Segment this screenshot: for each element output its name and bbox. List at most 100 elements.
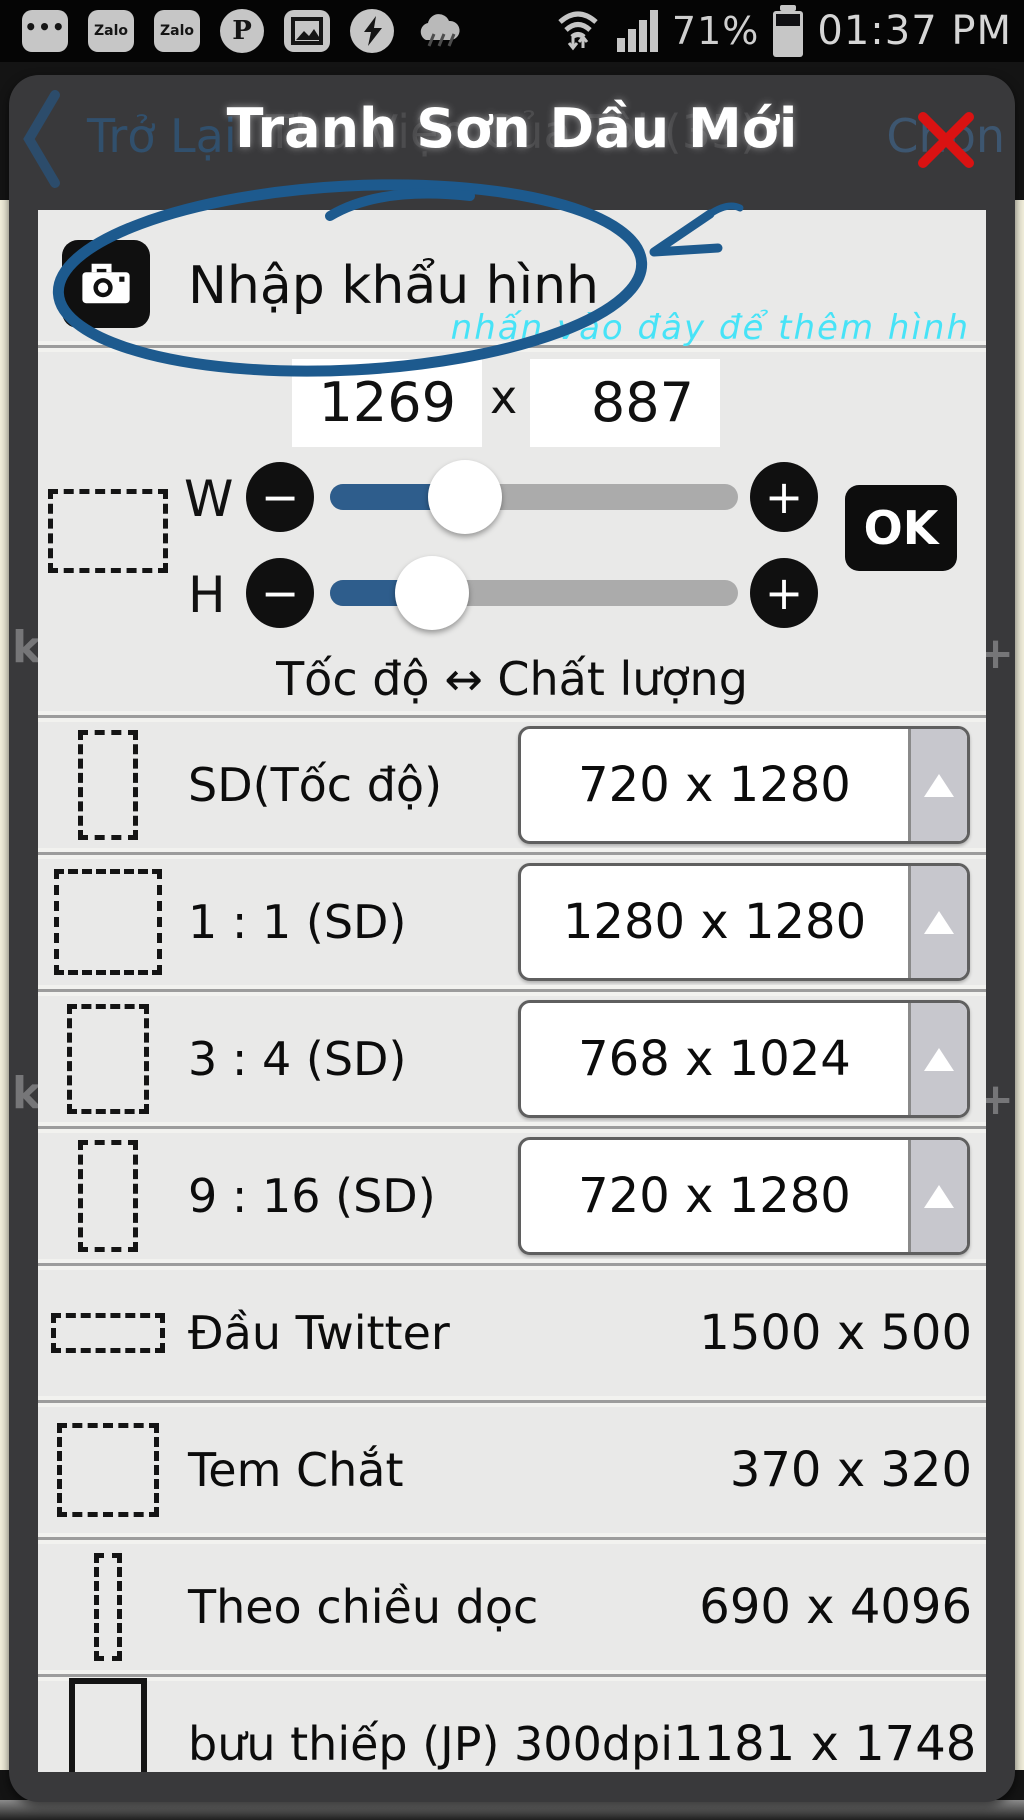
signal-bars-icon [616,10,658,52]
height-slider-label: H [188,566,226,624]
library-title: Thư Viện Của Tôi (35) [265,105,759,159]
preset-size-row[interactable]: Tem Chắt 370 x 320 [38,1407,986,1533]
width-input[interactable]: 1269 [292,359,482,447]
preset-label: Theo chiều dọc [188,1580,539,1634]
height-minus-button[interactable]: − [246,558,314,628]
preset-label: 1 : 1 (SD) [188,895,407,949]
aspect-ratio-icon [69,1678,147,1772]
aspect-ratio-icon [54,869,162,975]
camera-button[interactable] [62,240,150,328]
dialog-title: Tranh Sơn Dầu Mới [226,97,798,160]
aspect-ratio-icon [51,1313,165,1353]
aspect-ratio-icon [78,730,138,840]
back-chevron-icon[interactable] [17,87,65,191]
pinterest-icon: P [220,9,264,53]
preset-size-value: 1181 x 1748 [673,1716,977,1772]
import-image-label: Nhập khẩu hình [188,256,599,316]
preset-label: Tem Chắt [188,1443,404,1497]
preset-size-value: 690 x 4096 [699,1579,972,1635]
spinner-up-button[interactable] [908,1003,967,1115]
background-page-edge [1015,200,1024,1770]
preset-size-row[interactable]: bưu thiếp (JP) 300dpi 1181 x 1748 [38,1678,986,1772]
background-artifact: k [12,1068,42,1119]
height-plus-button[interactable]: + [750,558,818,628]
aspect-icon-slot [38,869,178,975]
custom-size-section: 1269 x 887 W − + H − + OK Tốc độ ↔ Chất … [38,352,986,711]
width-plus-button[interactable]: + [750,462,818,532]
clock: 01:37 PM [817,8,1012,54]
size-spinner[interactable]: 768 x 1024 [518,1000,970,1118]
preset-size-row[interactable]: SD(Tốc độ) 720 x 1280 [38,722,986,848]
status-bar: ••• Zalo Zalo P 71% 01:37 PM [0,0,1024,62]
preset-size-row[interactable]: Theo chiều dọc 690 x 4096 [38,1544,986,1670]
preset-label: 9 : 16 (SD) [188,1169,436,1223]
spinner-value[interactable]: 1280 x 1280 [562,894,867,950]
divider [38,1533,986,1544]
width-slider[interactable] [330,460,738,534]
width-minus-button[interactable]: − [246,462,314,532]
spinner-value[interactable]: 720 x 1280 [578,757,851,813]
height-slider-thumb[interactable] [395,556,469,630]
spinner-up-button[interactable] [908,729,967,841]
width-slider-label: W [184,470,234,528]
aspect-icon-slot [38,730,178,840]
notification-icons: ••• Zalo Zalo P [22,8,466,54]
spinner-value[interactable]: 720 x 1280 [578,1168,851,1224]
gallery-icon [284,10,330,52]
more-notifications-icon: ••• [22,10,68,52]
size-spinner[interactable]: 720 x 1280 [518,726,970,844]
zalo-label: Zalo [93,23,128,39]
pinterest-label: P [232,16,252,46]
spinner-value[interactable]: 768 x 1024 [578,1031,851,1087]
up-triangle-icon [924,910,954,934]
preset-size-row[interactable]: 9 : 16 (SD) 720 x 1280 [38,1133,986,1259]
spinner-up-button[interactable] [908,866,967,978]
preset-size-row[interactable]: 1 : 1 (SD) 1280 x 1280 [38,859,986,985]
dialog-content: Nhập khẩu hình nhấn vào đây để thêm hình… [38,210,986,1772]
aspect-ratio-icon [94,1553,122,1661]
up-triangle-icon [924,1184,954,1208]
height-input[interactable]: 887 [530,359,720,447]
size-spinner[interactable]: 720 x 1280 [518,1137,970,1255]
preset-size-row[interactable]: Đầu Twitter 1500 x 500 [38,1270,986,1396]
preset-size-row[interactable]: 3 : 4 (SD) 768 x 1024 [38,996,986,1122]
dimension-separator: x [490,370,518,424]
aspect-icon-slot [38,1423,178,1517]
aspect-ratio-icon [78,1140,138,1252]
wifi-icon [553,6,603,56]
screen-bottom-band [0,1800,1024,1820]
background-page-edge [0,200,9,1770]
up-triangle-icon [924,773,954,797]
back-button[interactable]: Trở Lại [87,109,237,163]
status-indicators: 71% 01:37 PM [553,4,1012,57]
up-triangle-icon [924,1047,954,1071]
spinner-up-button[interactable] [908,1140,967,1252]
zalo-icon: Zalo [88,10,134,52]
import-hint-annotation: nhấn vào đây để thêm hình [450,308,970,348]
zalo-icon: Zalo [154,10,200,52]
preset-label: bưu thiếp (JP) 300dpi [188,1717,674,1771]
messenger-icon [350,9,394,53]
ok-button[interactable]: OK [845,485,957,571]
size-spinner[interactable]: 1280 x 1280 [518,863,970,981]
divider [38,1396,986,1407]
speed-quality-label: Tốc độ ↔ Chất lượng [276,652,748,706]
more-dots: ••• [24,15,66,39]
camera-icon [82,263,130,304]
battery-icon [773,4,804,57]
divider [38,1670,986,1681]
preset-size-value: 370 x 320 [729,1442,972,1498]
width-slider-thumb[interactable] [427,460,502,534]
aspect-icon-slot [38,1140,178,1252]
height-slider[interactable] [330,556,738,630]
aspect-ratio-icon [67,1004,149,1114]
preset-label: SD(Tốc độ) [188,758,443,812]
divider [38,985,986,996]
battery-percent: 71% [671,9,760,53]
import-image-row[interactable]: Nhập khẩu hình nhấn vào đây để thêm hình [38,210,986,348]
close-icon[interactable] [915,109,977,171]
aspect-preview-box [48,489,168,573]
dialog-header: Trở Lại Thư Viện Của Tôi (35) Chọn Tranh… [9,75,1015,210]
background-artifact: k [12,622,42,673]
